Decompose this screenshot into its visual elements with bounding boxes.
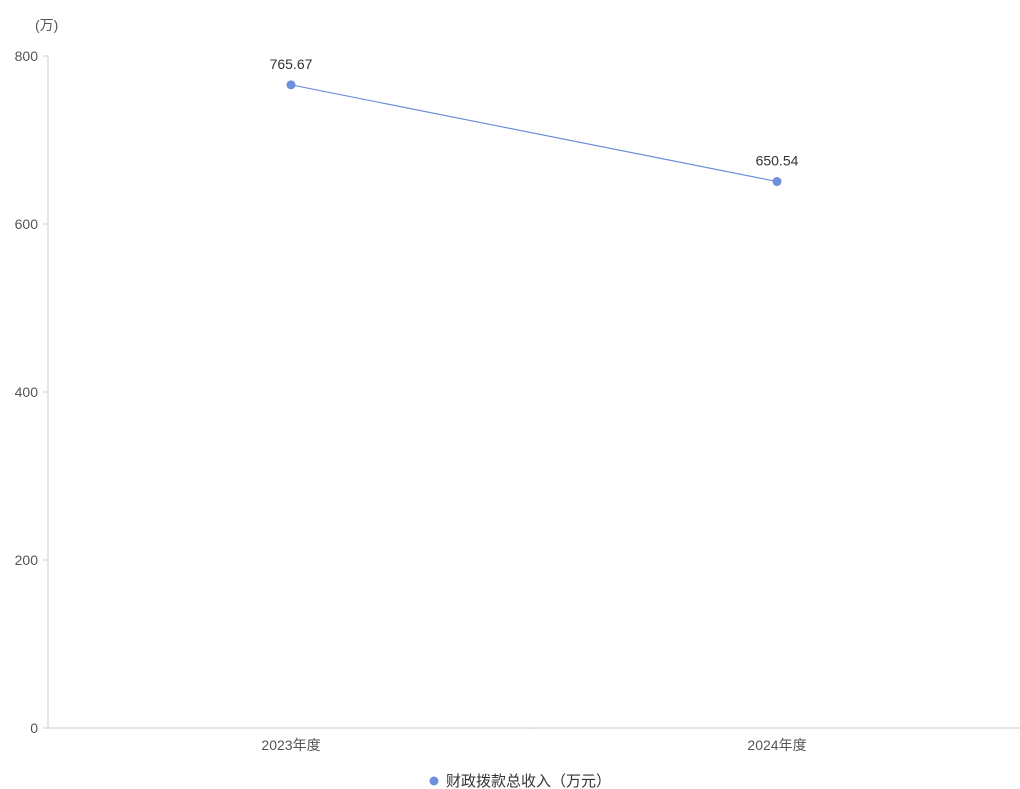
legend-label[interactable]: 财政拨款总收入（万元）	[446, 773, 611, 789]
data-point[interactable]	[772, 177, 782, 187]
x-tick-label: 2024年度	[747, 737, 806, 753]
y-tick-label: 0	[30, 720, 38, 736]
series-line	[290, 84, 778, 183]
y-tick-label: 600	[15, 216, 39, 232]
y-axis-ticks: 0 200 400 600 800	[15, 48, 48, 736]
y-tick-label: 200	[15, 552, 39, 568]
y-tick-label: 400	[15, 384, 39, 400]
y-axis-unit-label: (万)	[35, 17, 58, 33]
legend[interactable]: 财政拨款总收入（万元）	[429, 773, 612, 789]
x-tick-label: 2023年度	[261, 737, 320, 753]
data-point[interactable]	[286, 80, 296, 90]
x-axis-ticks: 2023年度 2024年度	[261, 728, 807, 753]
axes	[47, 56, 1020, 729]
data-label: 765.67	[270, 56, 313, 72]
data-label: 650.54	[756, 153, 799, 169]
series-group: 765.67 650.54	[270, 56, 799, 187]
legend-marker	[429, 776, 439, 786]
y-tick-label: 800	[15, 48, 39, 64]
